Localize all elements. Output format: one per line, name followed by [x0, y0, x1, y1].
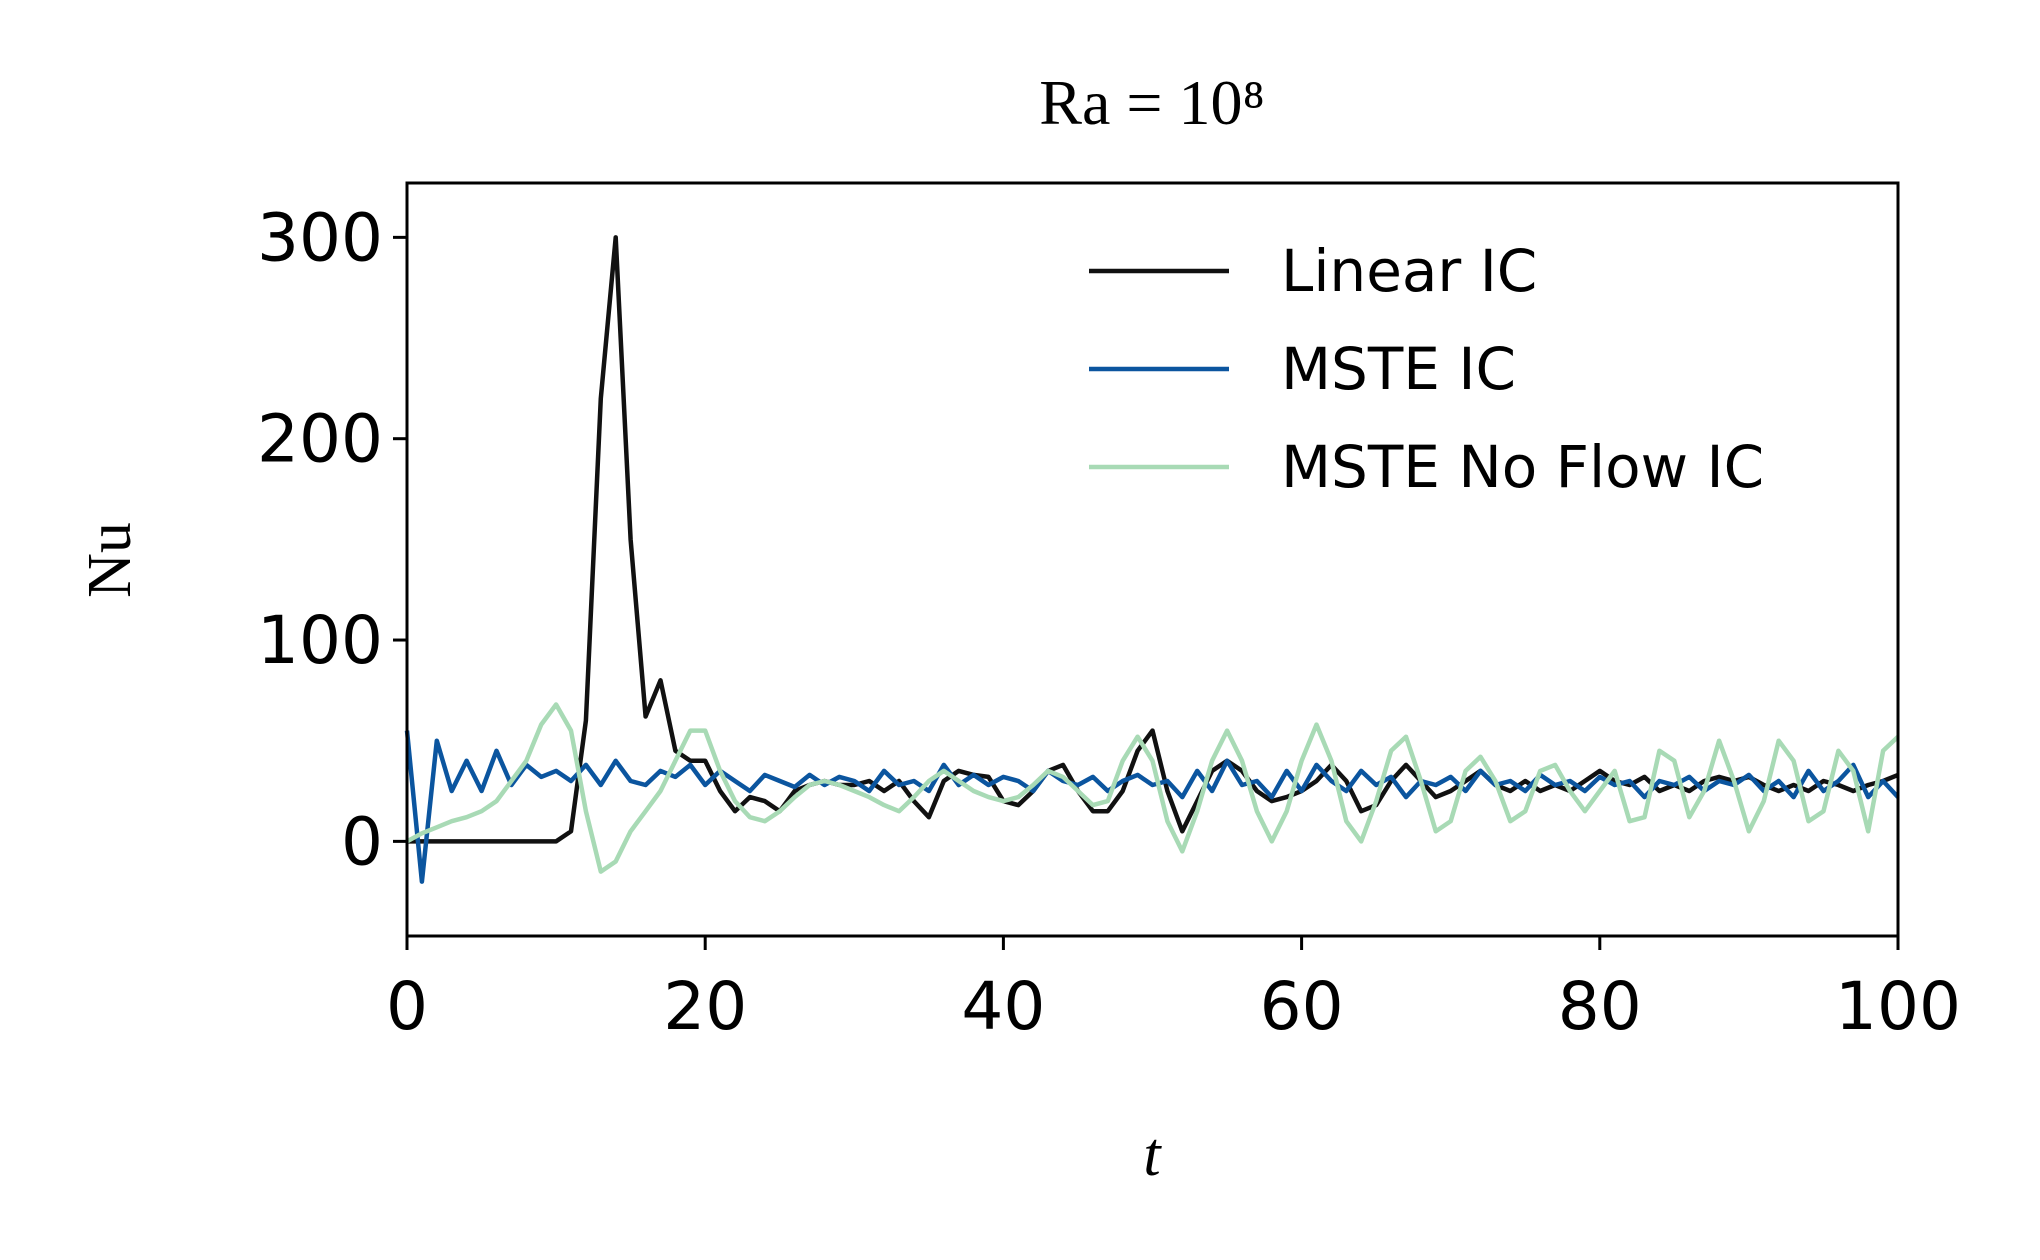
x-axis-label: t — [1143, 1121, 1162, 1189]
y-tick-label: 200 — [257, 401, 383, 478]
line-series — [404, 730, 1900, 884]
legend-label: Linear IC — [1281, 237, 1537, 305]
y-tick-label: 300 — [257, 199, 383, 276]
plot-frame — [405, 181, 1900, 938]
x-tick-label: 0 — [386, 968, 428, 1045]
line-series — [405, 702, 1900, 874]
y-axis-label: Nu — [76, 522, 144, 598]
chart-title: Ra = 10⁸ — [1039, 67, 1265, 138]
y-tick-label: 100 — [257, 602, 383, 679]
legend-label: MSTE No Flow IC — [1281, 433, 1764, 501]
line-series — [407, 235, 1899, 844]
y-tick-label: 0 — [341, 803, 383, 880]
x-tick-label: 80 — [1558, 968, 1642, 1045]
x-tick-label: 20 — [663, 968, 747, 1045]
x-tick-label: 100 — [1835, 968, 1961, 1045]
x-tick-label: 40 — [961, 968, 1045, 1045]
x-tick-label: 60 — [1260, 968, 1344, 1045]
legend-label: MSTE IC — [1281, 335, 1516, 403]
